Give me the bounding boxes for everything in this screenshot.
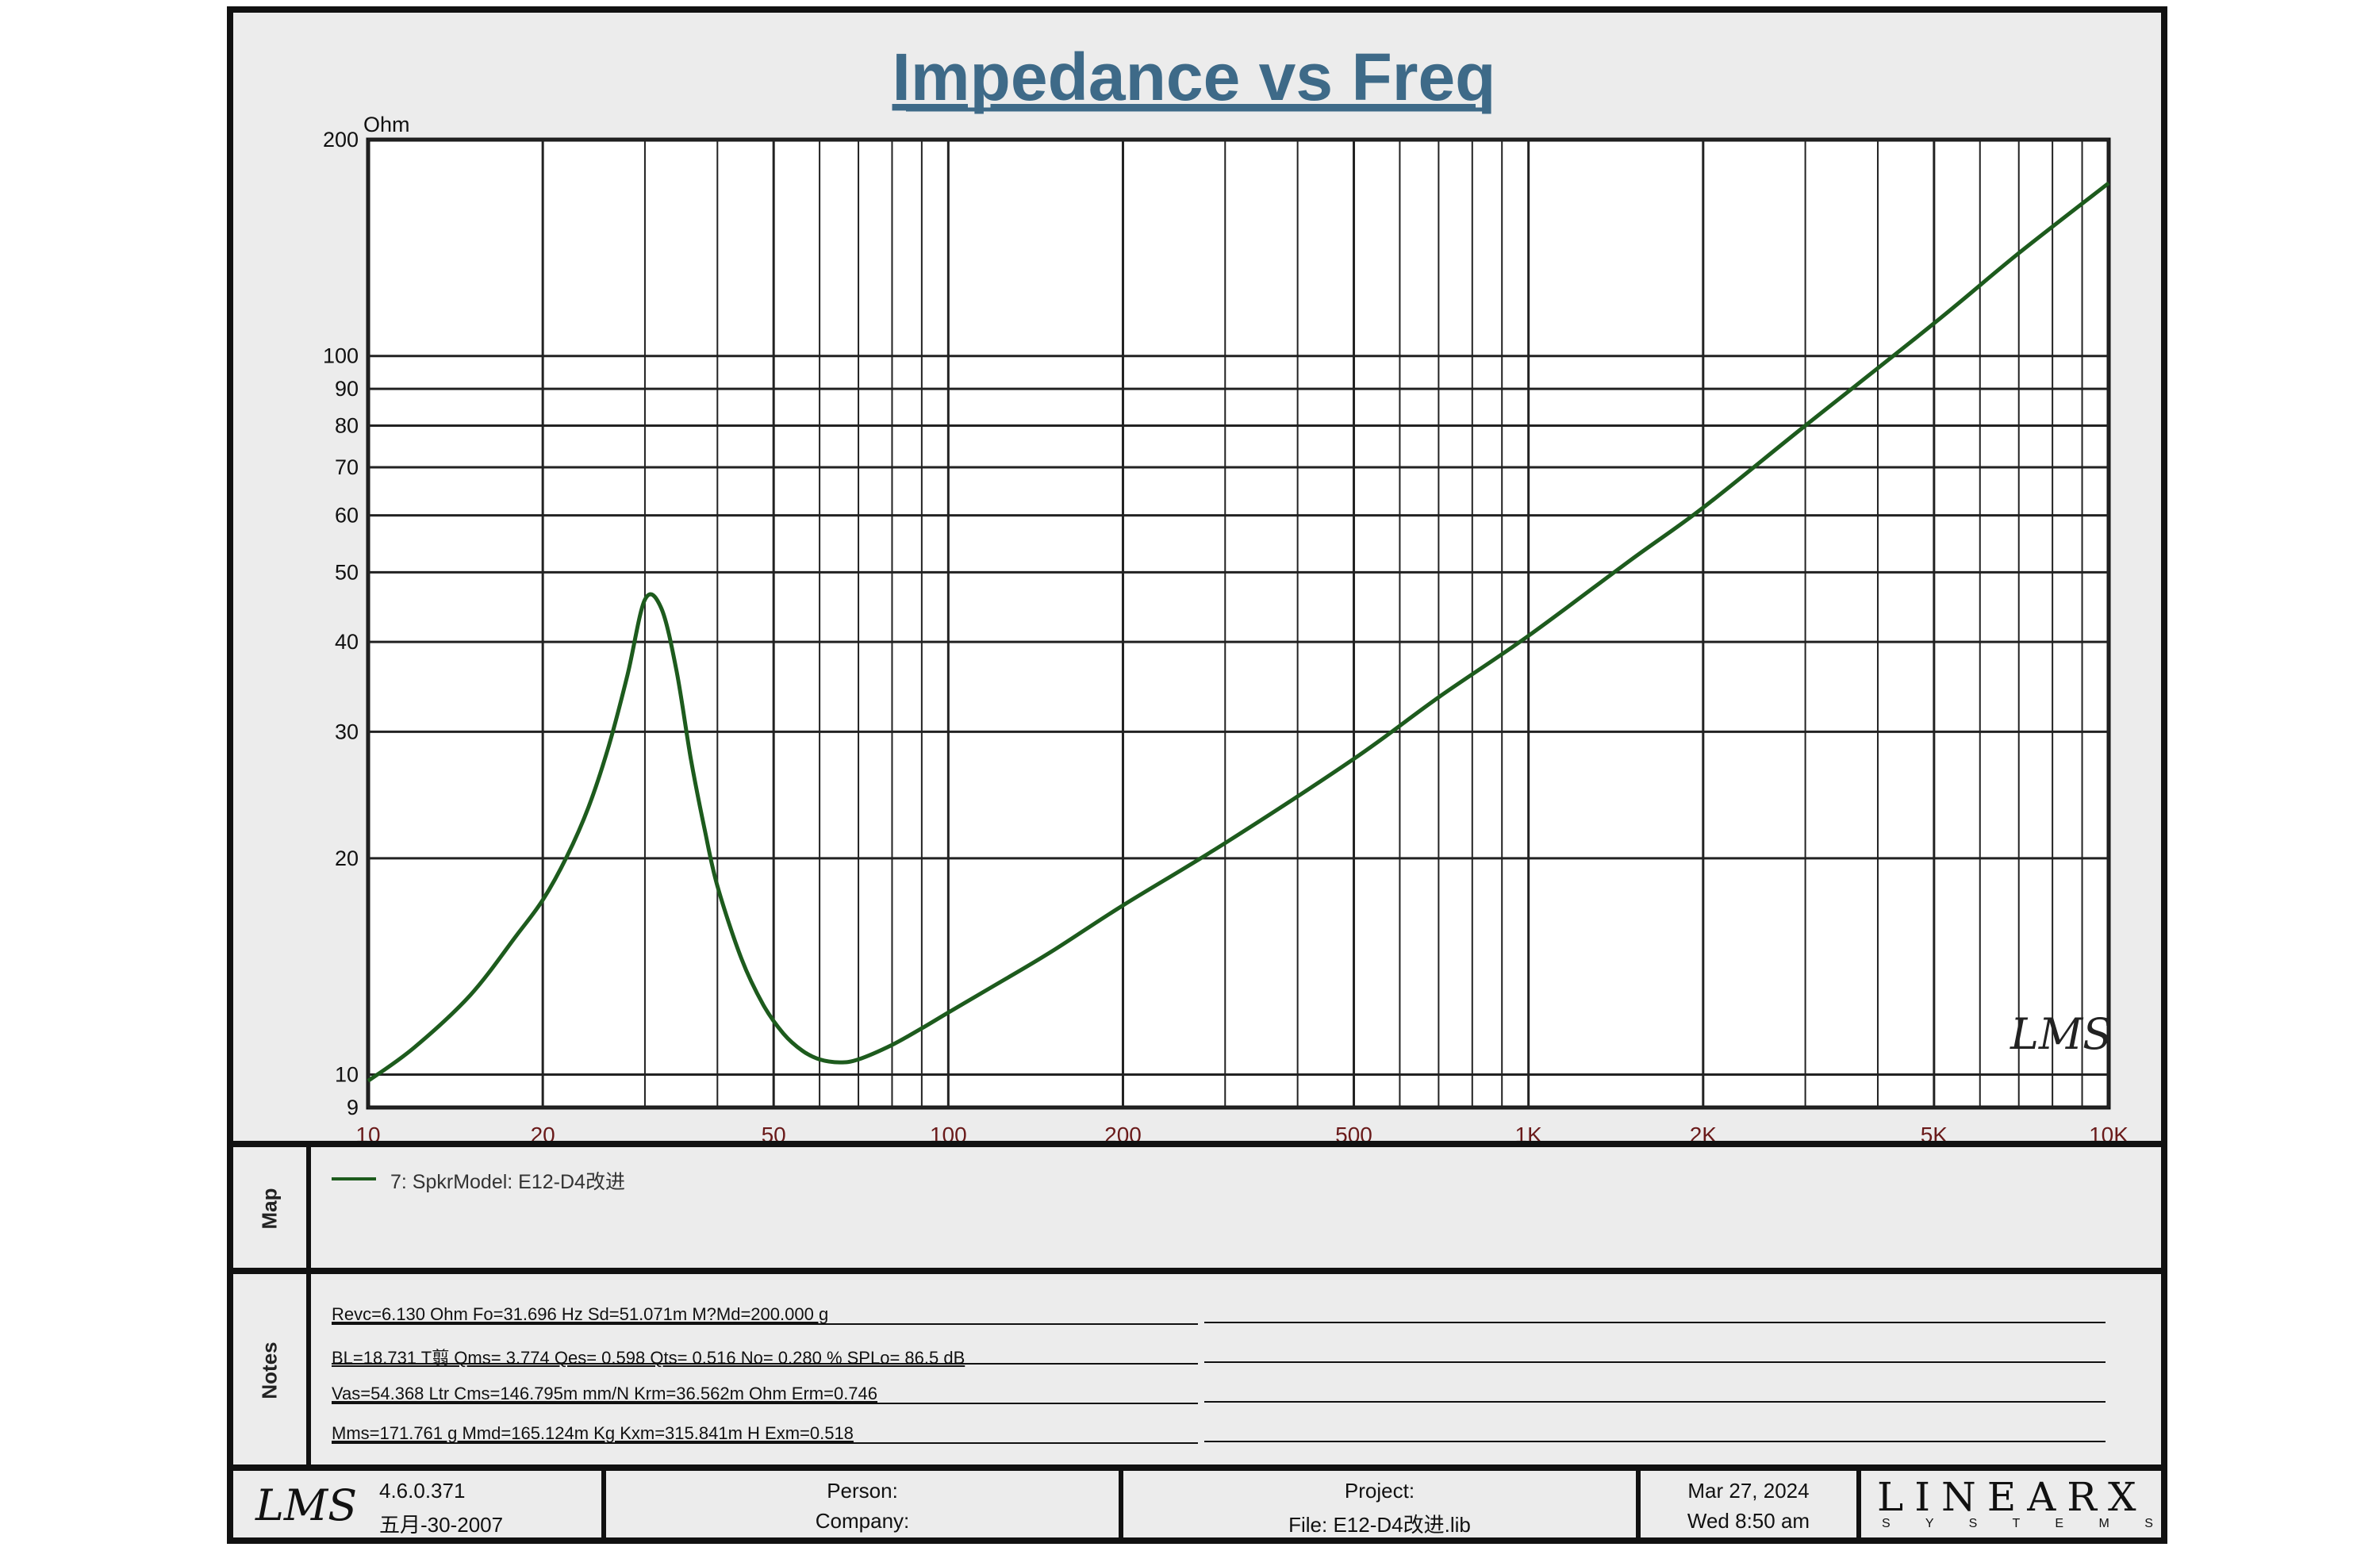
divider-notes-footer xyxy=(233,1464,2161,1471)
note-line-1: Revc=6.130 Ohm Fo=31.696 Hz Sd=51.071m M… xyxy=(332,1304,829,1324)
map-panel: Map 7: SpkrModel: E12-D4改进 xyxy=(233,1147,2161,1268)
note-line-4: Mms=171.761 g Mmd=165.124m Kg Kxm=315.84… xyxy=(332,1423,854,1443)
legend-swatch xyxy=(332,1177,376,1180)
y-unit-label: Ohm xyxy=(363,113,410,136)
map-label-divider xyxy=(306,1147,311,1268)
y-tick-label: 20 xyxy=(335,846,359,870)
x-tick-label: 500 xyxy=(1335,1123,1372,1141)
chart-panel: Impedance vs Freq Ohm Hz 102050100200500… xyxy=(233,13,2161,1141)
note-rule-1-left xyxy=(332,1323,1198,1325)
divider-chart-map xyxy=(233,1141,2161,1147)
chart-title: Impedance vs Freq xyxy=(892,40,1496,114)
footer-company-label: Company: xyxy=(815,1509,910,1533)
x-tick-label: 50 xyxy=(762,1123,786,1141)
footer-time: Wed 8:50 am xyxy=(1687,1509,1810,1533)
notes-panel: Notes Revc=6.130 Ohm Fo=31.696 Hz Sd=51.… xyxy=(233,1274,2161,1464)
footer-person-cell: Person: Company: xyxy=(606,1471,1119,1537)
y-tick-label: 80 xyxy=(335,413,359,437)
y-tick-label: 9 xyxy=(347,1096,359,1119)
notes-label-divider xyxy=(306,1274,311,1464)
plot-area xyxy=(366,137,2111,1110)
footer-file-label: File: E12-D4改进.lib xyxy=(1288,1513,1471,1537)
footer-date-cell: Mar 27, 2024 Wed 8:50 am xyxy=(1641,1471,1856,1537)
x-tick-label: 1K xyxy=(1515,1123,1543,1141)
footer-version-cell: LMS 4.6.0.371 五月-30-2007 xyxy=(233,1471,601,1537)
grid-layer xyxy=(366,137,2111,1110)
x-tick-label: 10 xyxy=(355,1123,380,1141)
map-label: Map xyxy=(257,1188,282,1230)
x-tick-label: 20 xyxy=(531,1123,555,1141)
x-tick-label: 10K xyxy=(2089,1123,2129,1141)
footer-brand-logo: LINEARX xyxy=(1877,1474,2148,1520)
footer-lms-logo: LMS xyxy=(255,1480,358,1530)
footer-divider-2 xyxy=(1119,1471,1123,1537)
note-rule-3-right xyxy=(1204,1401,2106,1403)
y-tick-label: 40 xyxy=(335,630,359,654)
note-rule-1-right xyxy=(1204,1322,2106,1323)
footer-person-label: Person: xyxy=(827,1479,898,1503)
y-tick-label: 30 xyxy=(335,720,359,743)
y-tick-label: 100 xyxy=(323,344,359,368)
x-tick-label: 2K xyxy=(1690,1123,1718,1141)
footer-divider-4 xyxy=(1856,1471,1861,1537)
note-line-2: BL=18.731 T翦 Qms= 3.774 Qes= 0.598 Qts= … xyxy=(332,1348,965,1368)
footer-build-date: 五月-30-2007 xyxy=(379,1513,504,1537)
note-rule-2-right xyxy=(1204,1361,2106,1363)
series-layer xyxy=(367,181,2110,1083)
impedance-curve xyxy=(367,181,2110,1083)
x-tick-label: 5K xyxy=(1921,1123,1948,1141)
y-tick-label: 10 xyxy=(335,1063,359,1087)
divider-map-notes xyxy=(233,1268,2161,1274)
tick-labels: 10 20 50 100 200 500 1K 2K 5K 10K 200 100 90 80 70 60 50… xyxy=(323,128,2129,1141)
y-tick-label: 60 xyxy=(335,504,359,528)
report-frame: Impedance vs Freq Ohm Hz 102050100200500… xyxy=(227,6,2167,1544)
footer-project-label: Project: xyxy=(1344,1479,1415,1503)
y-tick-label: 50 xyxy=(335,560,359,584)
note-rule-4-left xyxy=(332,1442,1198,1444)
notes-label: Notes xyxy=(257,1342,282,1399)
footer-divider-3 xyxy=(1636,1471,1641,1537)
note-rule-2-left xyxy=(332,1363,1198,1365)
footer-brand-sub: S Y S T E M S xyxy=(1882,1517,2169,1530)
footer-divider-1 xyxy=(601,1471,606,1537)
x-tick-label: 200 xyxy=(1104,1123,1142,1141)
y-tick-label: 200 xyxy=(323,128,359,152)
note-rule-3-left xyxy=(332,1403,1198,1404)
legend-entry: 7: SpkrModel: E12-D4改进 xyxy=(390,1171,625,1193)
y-tick-label: 90 xyxy=(335,377,359,401)
note-line-3: Vas=54.368 Ltr Cms=146.795m mm/N Krm=36.… xyxy=(332,1384,878,1403)
x-tick-label: 100 xyxy=(930,1123,967,1141)
footer-date: Mar 27, 2024 xyxy=(1687,1479,1810,1503)
footer-brand-cell: LINEARX S Y S T E M S xyxy=(1861,1471,2161,1537)
footer-project-cell: Project: File: E12-D4改进.lib xyxy=(1123,1471,1636,1537)
footer: LMS 4.6.0.371 五月-30-2007 Person: Company… xyxy=(233,1471,2161,1537)
impedance-chart: Impedance vs Freq Ohm Hz 102050100200500… xyxy=(323,40,2129,1141)
y-tick-label: 70 xyxy=(335,455,359,479)
footer-version: 4.6.0.371 xyxy=(379,1479,466,1503)
note-rule-4-right xyxy=(1204,1441,2106,1442)
lms-watermark: LMS xyxy=(2010,1009,2112,1059)
